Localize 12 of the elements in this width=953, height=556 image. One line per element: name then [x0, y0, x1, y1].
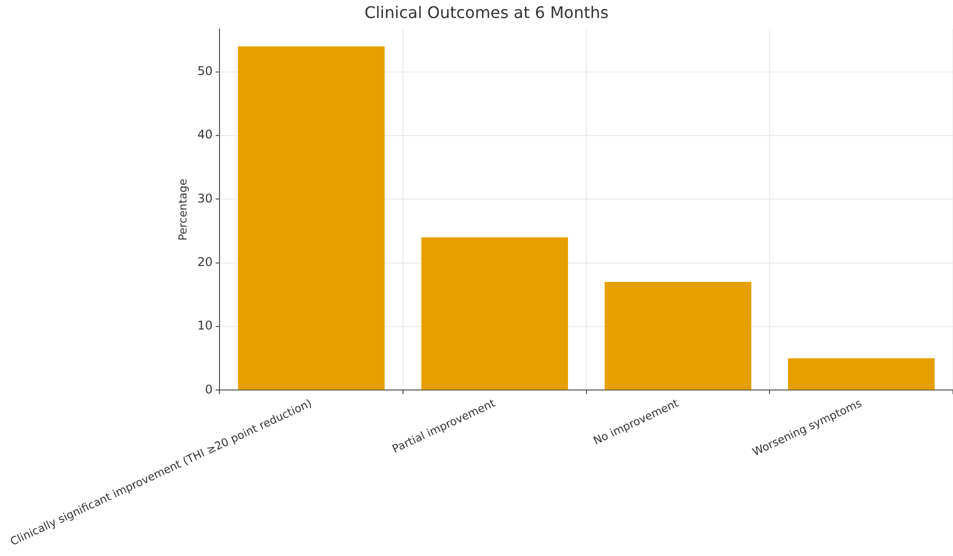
y-axis-title: Percentage: [176, 178, 190, 241]
y-tick-label: 0: [205, 382, 213, 396]
y-tick-label: 10: [197, 318, 213, 333]
y-tick-label: 20: [197, 254, 213, 269]
bar: [238, 46, 385, 390]
y-tick-label: 30: [197, 191, 213, 206]
chart-title: Clinical Outcomes at 6 Months: [364, 2, 609, 22]
bar: [788, 358, 935, 390]
bar: [421, 237, 568, 390]
bar: [604, 282, 752, 390]
y-tick-label: 40: [197, 128, 213, 142]
y-tick-label: 50: [197, 64, 213, 78]
